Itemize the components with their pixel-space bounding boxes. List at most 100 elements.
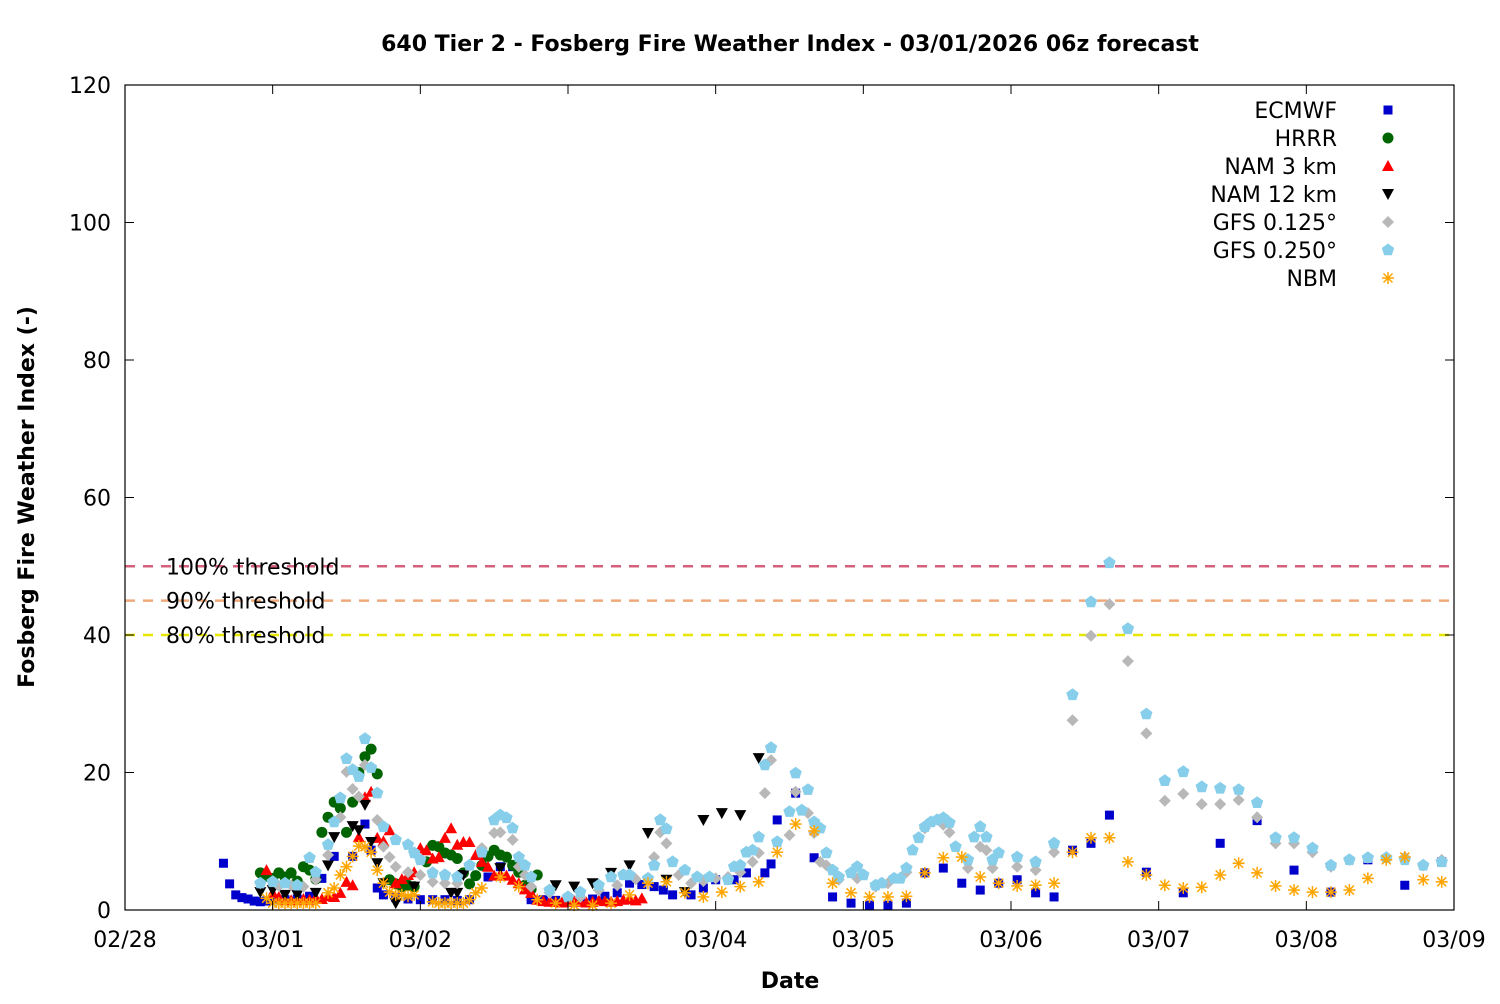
- data-point: [561, 890, 575, 903]
- data-point: [752, 830, 765, 843]
- legend-label: NAM 12 km: [1210, 183, 1337, 208]
- y-tick-label: 80: [83, 349, 111, 374]
- data-point: [377, 840, 390, 853]
- data-point: [957, 878, 967, 888]
- data-point: [463, 858, 476, 871]
- data-point: [218, 858, 228, 868]
- data-point: [243, 894, 253, 904]
- data-point: [568, 881, 581, 893]
- data-point: [783, 805, 796, 817]
- data-point: [826, 863, 839, 876]
- legend-label: NBM: [1286, 267, 1337, 292]
- threshold-label: 90% threshold: [166, 590, 326, 615]
- data-point: [734, 880, 747, 893]
- data-point: [438, 831, 451, 843]
- data-point: [328, 832, 341, 844]
- data-point: [1121, 655, 1134, 668]
- data-point: [660, 875, 673, 888]
- legend-label: GFS 0.250°: [1213, 239, 1337, 264]
- data-point: [549, 897, 562, 910]
- data-point: [1029, 879, 1042, 892]
- data-point: [266, 875, 279, 888]
- data-point: [1251, 866, 1264, 879]
- data-point: [255, 897, 265, 907]
- data-point: [329, 851, 339, 861]
- data-point: [309, 887, 322, 899]
- y-tick-label: 40: [83, 624, 111, 649]
- data-point: [365, 743, 377, 755]
- threshold-lines: 100% threshold 90% threshold 80% threshold: [125, 555, 1454, 649]
- data-point: [746, 843, 759, 856]
- data-point: [771, 835, 784, 848]
- data-point: [341, 826, 352, 838]
- data-point: [1306, 886, 1319, 899]
- data-point: [1066, 714, 1079, 727]
- legend-marker: [1382, 189, 1394, 200]
- data-point: [648, 858, 661, 871]
- data-point: [734, 858, 747, 871]
- chart-title: 640 Tier 2 - Fosberg Fire Weather Index …: [381, 32, 1199, 57]
- data-point: [654, 813, 667, 826]
- data-point: [771, 846, 784, 859]
- data-point: [1084, 831, 1097, 844]
- data-point: [1269, 831, 1282, 844]
- data-point: [451, 852, 463, 864]
- data-point: [901, 898, 911, 908]
- legend-marker: [1382, 132, 1394, 144]
- data-point: [438, 868, 452, 881]
- data-point: [525, 880, 538, 893]
- data-point: [1324, 858, 1338, 871]
- data-point: [316, 826, 328, 838]
- data-point: [992, 877, 1005, 890]
- data-point: [864, 900, 874, 910]
- data-point: [1435, 875, 1448, 888]
- data-point: [426, 875, 439, 888]
- data-point: [845, 886, 858, 899]
- data-point: [334, 791, 347, 804]
- data-point: [506, 833, 519, 846]
- x-tick-label: 02/28: [93, 928, 156, 953]
- data-point: [464, 878, 476, 890]
- data-point: [666, 855, 679, 868]
- data-point: [475, 855, 488, 867]
- data-point: [1232, 783, 1245, 795]
- data-point: [894, 871, 907, 884]
- data-point: [475, 845, 488, 858]
- data-point: [574, 885, 587, 898]
- data-point: [475, 882, 488, 894]
- data-point: [500, 869, 513, 881]
- y-tick-label: 60: [83, 487, 111, 512]
- data-point: [346, 850, 359, 863]
- data-point: [506, 873, 519, 885]
- data-point: [801, 783, 815, 795]
- data-point: [955, 851, 968, 864]
- data-point: [752, 753, 765, 765]
- data-point: [1251, 811, 1264, 824]
- data-point: [1066, 688, 1079, 701]
- legend: ECMWF HRRR NAM 3 km NAM 12 km GFS 0.125° GFS …: [1210, 99, 1395, 292]
- data-point: [1084, 595, 1098, 608]
- data-point: [352, 790, 365, 803]
- data-point: [660, 837, 673, 850]
- data-point: [851, 860, 864, 872]
- data-point: [254, 887, 267, 899]
- x-tick-label: 03/02: [389, 928, 452, 953]
- data-point: [364, 761, 378, 773]
- data-point: [340, 860, 353, 873]
- data-point: [1269, 879, 1282, 892]
- x-tick-label: 03/06: [979, 928, 1042, 953]
- data-point: [592, 878, 605, 891]
- data-point: [623, 868, 636, 881]
- data-point: [526, 895, 536, 905]
- data-point: [457, 897, 470, 910]
- data-point: [408, 881, 421, 893]
- data-point: [278, 889, 291, 901]
- y-tick-label: 100: [69, 212, 111, 237]
- data-point: [1047, 836, 1061, 849]
- data-point: [378, 890, 388, 900]
- data-point: [758, 787, 771, 800]
- data-point: [1361, 851, 1374, 863]
- data-point: [249, 896, 259, 906]
- data-point: [303, 851, 316, 863]
- data-point: [912, 831, 925, 844]
